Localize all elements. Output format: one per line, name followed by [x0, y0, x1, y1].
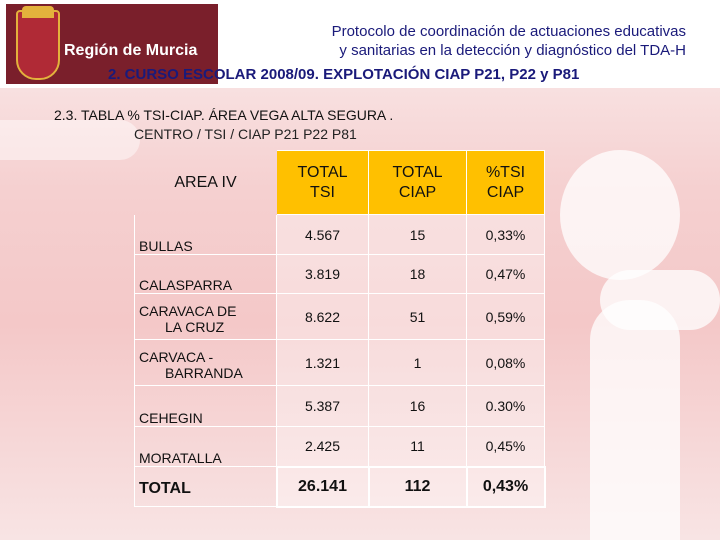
- header-pct-line-1: %TSI: [485, 163, 526, 181]
- total-tsi-cell: 1.321: [276, 339, 369, 386]
- header: Región de Murcia Protocolo de coordinaci…: [0, 0, 720, 88]
- protocol-title-line-1: Protocolo de coordinación de actuaciones…: [331, 23, 686, 40]
- table-row: CARAVACA DE LA CRUZ 8.622 51 0,59%: [134, 293, 545, 340]
- table-row: CARVACA - BARRANDA 1.321 1 0,08%: [134, 339, 545, 386]
- center-name-line-1: CALASPARRA: [139, 277, 233, 293]
- header-total-ciap-line-2: CIAP: [398, 183, 437, 201]
- total-ciap-cell: 11: [368, 426, 467, 467]
- protocol-title: Protocolo de coordinación de actuaciones…: [246, 22, 686, 60]
- total-ciap-cell: 16: [368, 385, 467, 427]
- header-pct-line-2: CIAP: [486, 183, 525, 201]
- total-label: TOTAL: [134, 466, 277, 507]
- center-name-line-1: BULLAS: [139, 238, 193, 254]
- center-name: BULLAS: [134, 214, 277, 255]
- pct-cell: 0,47%: [466, 254, 545, 294]
- center-name: MORATALLA: [134, 426, 277, 467]
- region-name: Región de Murcia: [64, 42, 198, 59]
- total-ciap-cell: 1: [368, 339, 467, 386]
- background-figure-body: [590, 300, 680, 540]
- center-name-line-2: LA CRUZ: [165, 319, 225, 335]
- total-tsi-sum: 26.141: [275, 465, 370, 508]
- total-ciap-sum: 112: [367, 465, 468, 508]
- header-total-tsi-line-2: TSI: [310, 183, 335, 201]
- background-figure-head: [560, 150, 680, 280]
- total-tsi-cell: 4.567: [276, 214, 369, 255]
- total-ciap-cell: 51: [368, 293, 467, 340]
- data-table: AREA IV TOTAL TSI TOTAL CIAP %TSI CIAP B…: [134, 150, 546, 508]
- header-total-ciap: TOTAL CIAP: [368, 150, 467, 215]
- total-tsi-cell: 2.425: [276, 426, 369, 467]
- crown-icon: [22, 6, 54, 18]
- total-tsi-cell: 3.819: [276, 254, 369, 294]
- pct-cell: 0,59%: [466, 293, 545, 340]
- pct-cell: 0,08%: [466, 339, 545, 386]
- center-name-line-2: BARRANDA: [165, 365, 243, 381]
- center-name: CARVACA - BARRANDA: [134, 339, 277, 386]
- total-tsi-cell: 8.622: [276, 293, 369, 340]
- header-pct-tsi-ciap: %TSI CIAP: [466, 150, 545, 215]
- table-subtitle: CENTRO / TSI / CIAP P21 P22 P81: [134, 126, 357, 142]
- center-name-line-1: CEHEGIN: [139, 410, 203, 426]
- coat-of-arms-icon: [16, 10, 60, 80]
- center-name-line-1: MORATALLA: [139, 450, 222, 466]
- region-logo: Región de Murcia: [6, 4, 218, 84]
- header-total-ciap-line-1: TOTAL: [392, 163, 443, 181]
- table-title: 2.3. TABLA % TSI-CIAP. ÁREA VEGA ALTA SE…: [54, 107, 394, 123]
- header-total-tsi: TOTAL TSI: [276, 150, 369, 215]
- pct-cell: 0,45%: [466, 426, 545, 467]
- total-ciap-cell: 15: [368, 214, 467, 255]
- header-total-tsi-line-1: TOTAL: [297, 163, 348, 181]
- header-area-label: AREA IV: [174, 173, 237, 191]
- protocol-title-line-2: y sanitarias en la detección y diagnósti…: [339, 42, 686, 59]
- total-pct: 0,43%: [465, 465, 546, 508]
- background-figure-arm-left: [0, 120, 140, 160]
- table-total-row: TOTAL 26.141 112 0,43%: [134, 465, 546, 508]
- table-row: BULLAS 4.567 15 0,33%: [134, 214, 545, 255]
- table-row: MORATALLA 2.425 11 0,45%: [134, 426, 545, 467]
- center-name: CEHEGIN: [134, 385, 277, 427]
- pct-cell: 0,33%: [466, 214, 545, 255]
- center-name-line-1: CARAVACA DE: [139, 303, 237, 319]
- table-header-row: AREA IV TOTAL TSI TOTAL CIAP %TSI CIAP: [135, 150, 545, 215]
- pct-cell: 0.30%: [466, 385, 545, 427]
- total-ciap-cell: 18: [368, 254, 467, 294]
- center-name: CALASPARRA: [134, 254, 277, 294]
- total-tsi-cell: 5.387: [276, 385, 369, 427]
- center-name-line-1: CARVACA -: [139, 349, 214, 365]
- table-row: CEHEGIN 5.387 16 0.30%: [134, 385, 545, 427]
- table-row: CALASPARRA 3.819 18 0,47%: [134, 254, 545, 294]
- header-area: AREA IV: [135, 151, 277, 215]
- center-name: CARAVACA DE LA CRUZ: [134, 293, 277, 340]
- section-title: 2. CURSO ESCOLAR 2008/09. EXPLOTACIÓN CI…: [108, 66, 580, 83]
